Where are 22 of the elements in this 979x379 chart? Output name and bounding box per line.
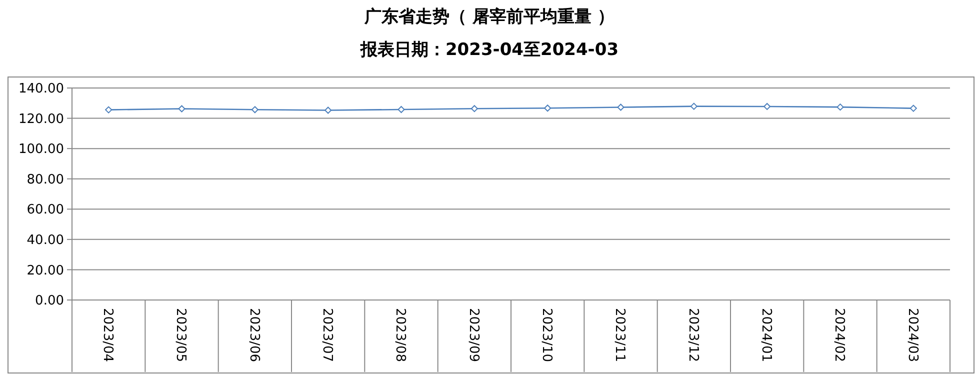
y-tick-label: 80.00 <box>26 172 64 188</box>
y-tick-label: 140.00 <box>18 82 64 97</box>
x-tick-label: 2024/03 <box>904 308 920 362</box>
y-tick-label: 40.00 <box>26 232 64 248</box>
chart-title: 广东省走势（ 屠宰前平均重量 ） <box>364 7 614 27</box>
x-tick-label: 2023/04 <box>100 308 116 362</box>
y-tick-label: 60.00 <box>26 202 64 218</box>
x-tick-label: 2023/10 <box>539 308 554 362</box>
y-tick-label: 20.00 <box>26 263 64 278</box>
x-tick-label: 2023/07 <box>320 308 335 362</box>
x-tick-label: 2024/02 <box>832 308 847 362</box>
x-tick-label: 2024/01 <box>758 308 774 362</box>
x-tick-label: 2023/08 <box>392 308 408 362</box>
x-tick-label: 2023/09 <box>466 308 481 362</box>
y-tick-label: 100.00 <box>18 142 64 158</box>
x-tick-label: 2023/06 <box>246 308 262 362</box>
y-tick-label: 0.00 <box>35 294 64 309</box>
y-tick-label: 120.00 <box>18 112 64 127</box>
x-tick-label: 2023/11 <box>612 308 628 362</box>
x-tick-label: 2023/12 <box>685 308 700 362</box>
chart-subtitle: 报表日期：2023-04至2024-03 <box>359 40 619 60</box>
x-tick-label: 2023/05 <box>173 308 188 362</box>
